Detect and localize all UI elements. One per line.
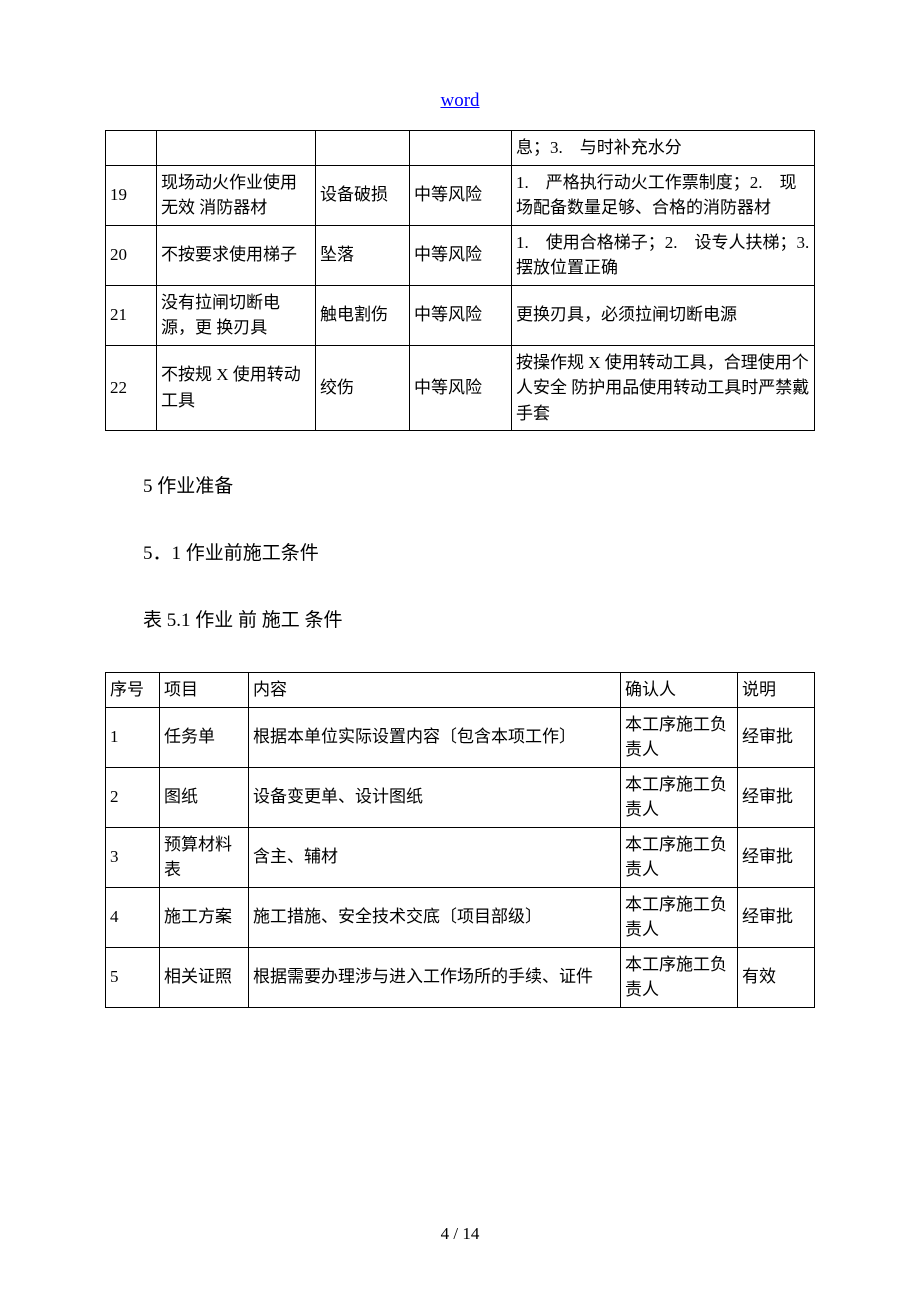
page-footer: 4 / 14: [0, 1224, 920, 1244]
cell-note: 有效: [738, 947, 815, 1007]
cell-hazard: [316, 131, 410, 166]
cell-confirmer: 本工序施工负责人: [621, 827, 738, 887]
cell-content: 根据需要办理涉与进入工作场所的手续、证件: [249, 947, 621, 1007]
table-row: 1 任务单 根据本单位实际设置内容〔包含本项工作〕 本工序施工负责人 经审批: [106, 707, 815, 767]
cell-measure: 1. 使用合格梯子；2. 设专人扶梯；3. 摆放位置正确: [512, 225, 815, 285]
cell-item: [157, 131, 316, 166]
cell-measure: 息；3. 与时补充水分: [512, 131, 815, 166]
table-row: 3 预算材料表 含主、辅材 本工序施工负责人 经审批: [106, 827, 815, 887]
table-row: 4 施工方案 施工措施、安全技术交底〔项目部级〕 本工序施工负责人 经审批: [106, 887, 815, 947]
cell-seq: 5: [106, 947, 160, 1007]
cell-item: 不按规 X 使用转动工具: [157, 345, 316, 431]
cell-note: 经审批: [738, 827, 815, 887]
table-row: 息；3. 与时补充水分: [106, 131, 815, 166]
col-content: 内容: [249, 673, 621, 708]
cell-content: 设备变更单、设计图纸: [249, 767, 621, 827]
table-row: 20 不按要求使用梯子 坠落 中等风险 1. 使用合格梯子；2. 设专人扶梯；3…: [106, 225, 815, 285]
cell-project: 施工方案: [160, 887, 249, 947]
cell-note: 经审批: [738, 767, 815, 827]
col-confirmer: 确认人: [621, 673, 738, 708]
cell-project: 任务单: [160, 707, 249, 767]
section-5-1-heading: 5．1 作业前施工条件: [105, 538, 815, 565]
cell-measure: 按操作规 X 使用转动工具，合理使用个人安全 防护用品使用转动工具时严禁戴手套: [512, 345, 815, 431]
page-container: word 息；3. 与时补充水分 19 现场动火作业使用无效 消防器材 设备破损…: [0, 0, 920, 1299]
cell-item: 不按要求使用梯子: [157, 225, 316, 285]
cell-measure: 更换刃具，必须拉闸切断电源: [512, 285, 815, 345]
cell-content: 根据本单位实际设置内容〔包含本项工作〕: [249, 707, 621, 767]
cell-item: 现场动火作业使用无效 消防器材: [157, 165, 316, 225]
cell-hazard: 设备破损: [316, 165, 410, 225]
risk-table: 息；3. 与时补充水分 19 现场动火作业使用无效 消防器材 设备破损 中等风险…: [105, 130, 815, 431]
cell-seq: 2: [106, 767, 160, 827]
cell-seq: 3: [106, 827, 160, 887]
cell-project: 图纸: [160, 767, 249, 827]
cell-level: 中等风险: [410, 225, 512, 285]
preparation-table: 序号 项目 内容 确认人 说明 1 任务单 根据本单位实际设置内容〔包含本项工作…: [105, 672, 815, 1008]
cell-level: 中等风险: [410, 165, 512, 225]
table-5-1-caption: 表 5.1 作业 前 施工 条件: [105, 605, 815, 632]
cell-confirmer: 本工序施工负责人: [621, 767, 738, 827]
cell-project: 预算材料表: [160, 827, 249, 887]
cell-confirmer: 本工序施工负责人: [621, 887, 738, 947]
cell-hazard: 坠落: [316, 225, 410, 285]
cell-level: [410, 131, 512, 166]
cell-seq: 19: [106, 165, 157, 225]
cell-seq: [106, 131, 157, 166]
table-row: 5 相关证照 根据需要办理涉与进入工作场所的手续、证件 本工序施工负责人 有效: [106, 947, 815, 1007]
cell-measure: 1. 严格执行动火工作票制度；2. 现场配备数量足够、合格的消防器材: [512, 165, 815, 225]
cell-content: 含主、辅材: [249, 827, 621, 887]
cell-hazard: 绞伤: [316, 345, 410, 431]
table-header-row: 序号 项目 内容 确认人 说明: [106, 673, 815, 708]
cell-project: 相关证照: [160, 947, 249, 1007]
cell-level: 中等风险: [410, 345, 512, 431]
table-row: 2 图纸 设备变更单、设计图纸 本工序施工负责人 经审批: [106, 767, 815, 827]
cell-note: 经审批: [738, 887, 815, 947]
table-row: 22 不按规 X 使用转动工具 绞伤 中等风险 按操作规 X 使用转动工具，合理…: [106, 345, 815, 431]
cell-hazard: 触电割伤: [316, 285, 410, 345]
col-note: 说明: [738, 673, 815, 708]
cell-note: 经审批: [738, 707, 815, 767]
cell-seq: 20: [106, 225, 157, 285]
cell-item: 没有拉闸切断电源，更 换刃具: [157, 285, 316, 345]
cell-confirmer: 本工序施工负责人: [621, 707, 738, 767]
col-project: 项目: [160, 673, 249, 708]
cell-content: 施工措施、安全技术交底〔项目部级〕: [249, 887, 621, 947]
header-link[interactable]: word: [105, 90, 815, 112]
cell-seq: 21: [106, 285, 157, 345]
cell-confirmer: 本工序施工负责人: [621, 947, 738, 1007]
table-row: 21 没有拉闸切断电源，更 换刃具 触电割伤 中等风险 更换刃具，必须拉闸切断电…: [106, 285, 815, 345]
section-5-heading: 5 作业准备: [105, 471, 815, 498]
cell-seq: 22: [106, 345, 157, 431]
cell-level: 中等风险: [410, 285, 512, 345]
col-seq: 序号: [106, 673, 160, 708]
cell-seq: 1: [106, 707, 160, 767]
table-row: 19 现场动火作业使用无效 消防器材 设备破损 中等风险 1. 严格执行动火工作…: [106, 165, 815, 225]
cell-seq: 4: [106, 887, 160, 947]
